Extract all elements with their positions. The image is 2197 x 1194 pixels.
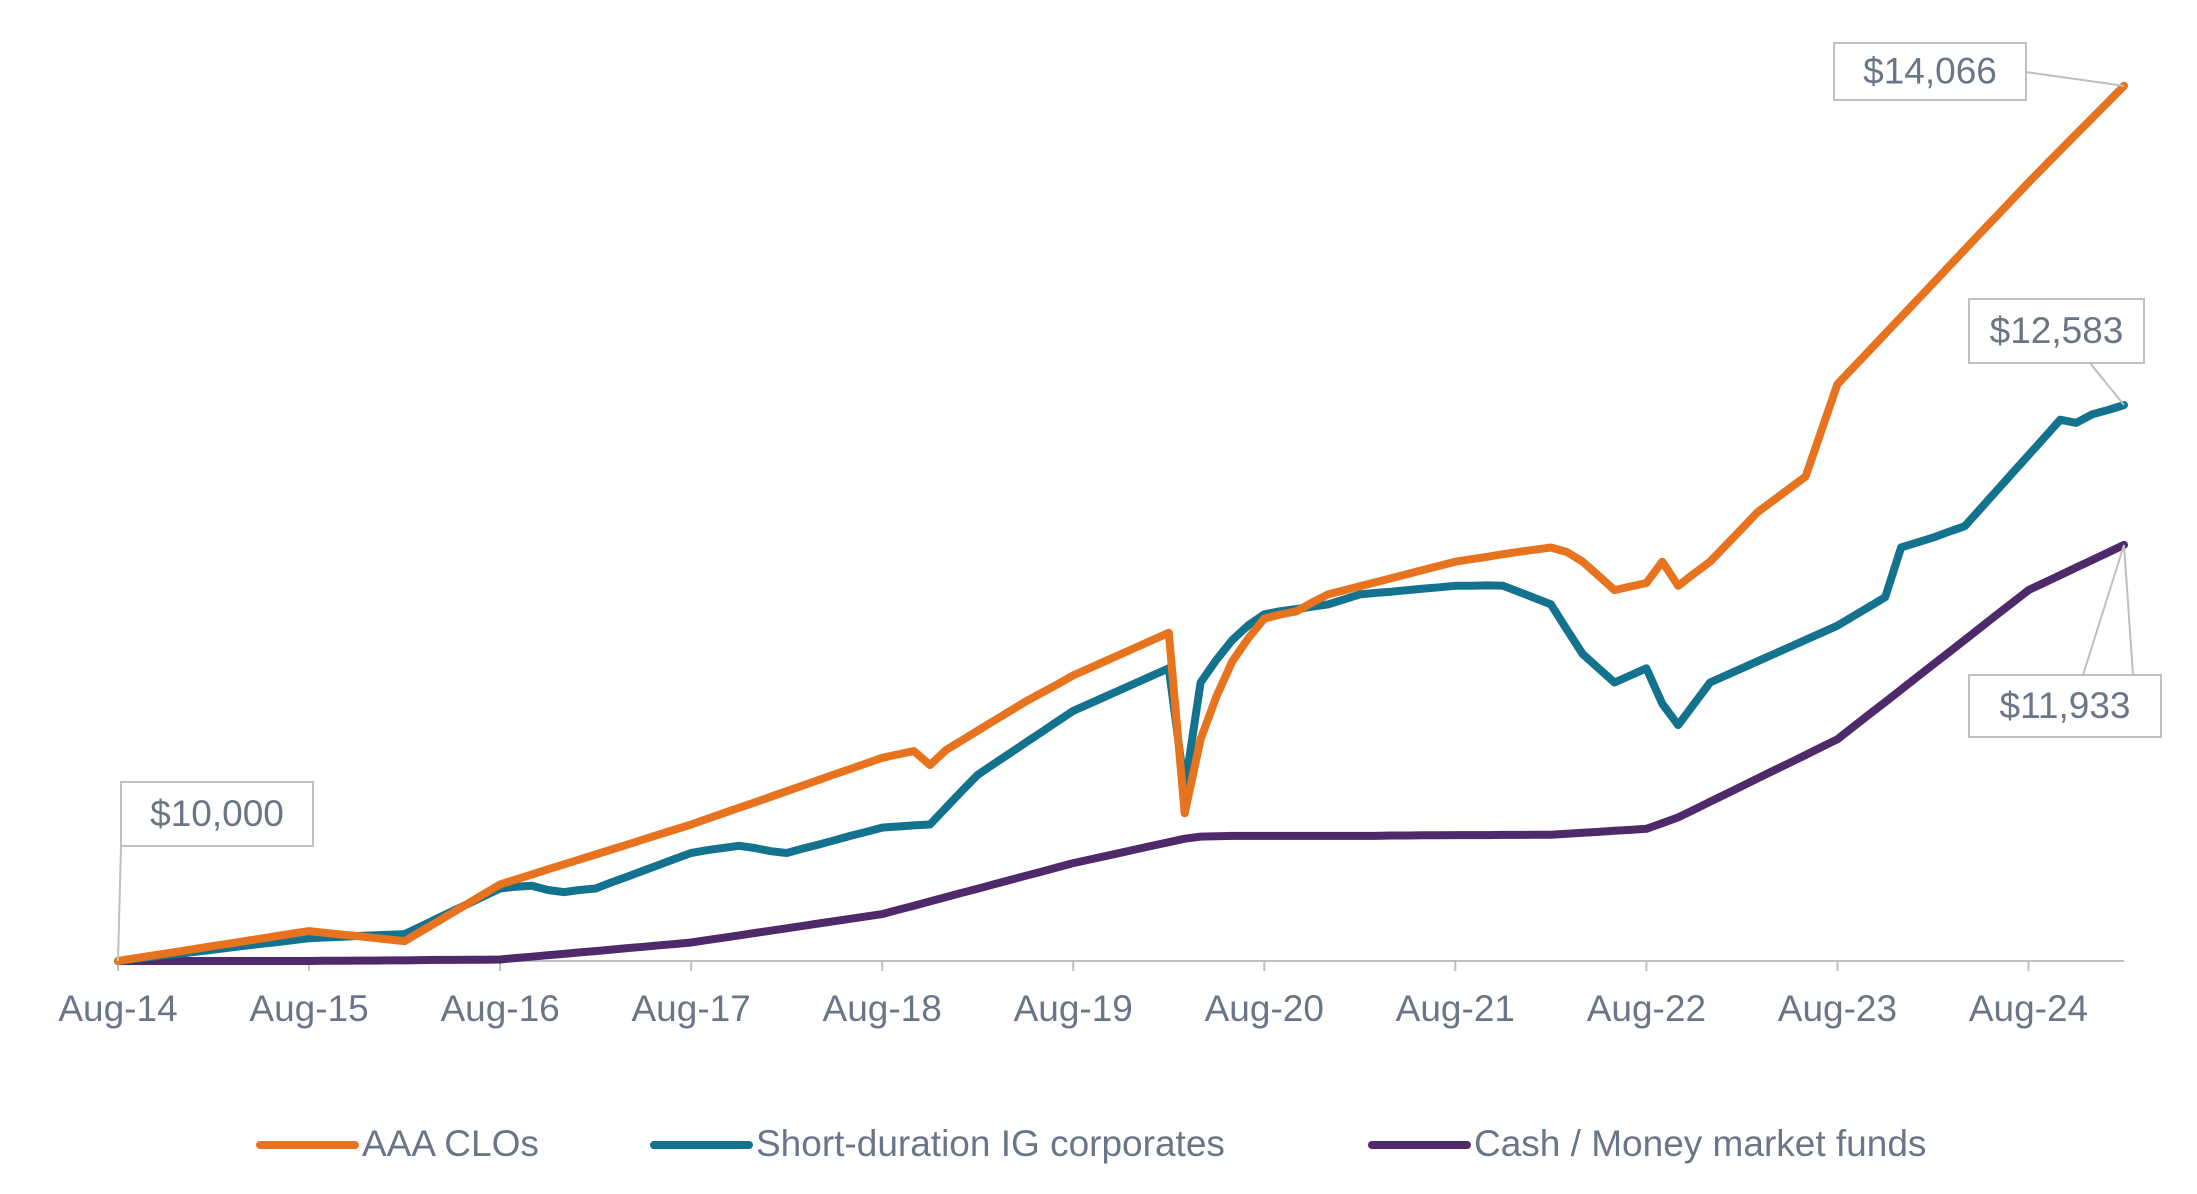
- leader-line: [117, 845, 122, 962]
- annotation-box: [1968, 674, 2162, 738]
- leader-line: [2025, 71, 2125, 87]
- x-tick-label: Aug-16: [440, 988, 559, 1029]
- leader-line: [2082, 544, 2125, 676]
- x-tick-label: Aug-20: [1205, 988, 1324, 1029]
- annotation-box: [120, 781, 314, 847]
- x-tick-label: Aug-17: [631, 988, 750, 1029]
- series-line: [114, 540, 2128, 965]
- series-line: [114, 401, 2128, 965]
- annotation: $14,066: [1863, 50, 1997, 91]
- x-tick-label: Aug-15: [249, 988, 368, 1029]
- x-tick-label: Aug-18: [823, 988, 942, 1029]
- annotation: $12,583: [1990, 310, 2124, 351]
- series-line: [114, 81, 2128, 965]
- annotation-box: [1968, 298, 2145, 364]
- x-tick-label: Aug-22: [1587, 988, 1706, 1029]
- x-tick-label: Aug-21: [1396, 988, 1515, 1029]
- legend-label: Cash / Money market funds: [1474, 1123, 1926, 1164]
- annotation: $10,000: [150, 793, 284, 834]
- leader-line: [2089, 362, 2125, 406]
- leader-line: [2123, 544, 2134, 676]
- annotation: $11,933: [2000, 685, 2131, 726]
- x-tick-label: Aug-14: [58, 988, 177, 1029]
- x-tick-label: Aug-19: [1014, 988, 1133, 1029]
- legend-label: Short-duration IG corporates: [756, 1123, 1225, 1164]
- annotation-box: [1833, 42, 2027, 101]
- x-tick-label: Aug-23: [1778, 988, 1897, 1029]
- x-tick-label: Aug-24: [1969, 988, 2088, 1029]
- legend-label: AAA CLOs: [362, 1123, 539, 1164]
